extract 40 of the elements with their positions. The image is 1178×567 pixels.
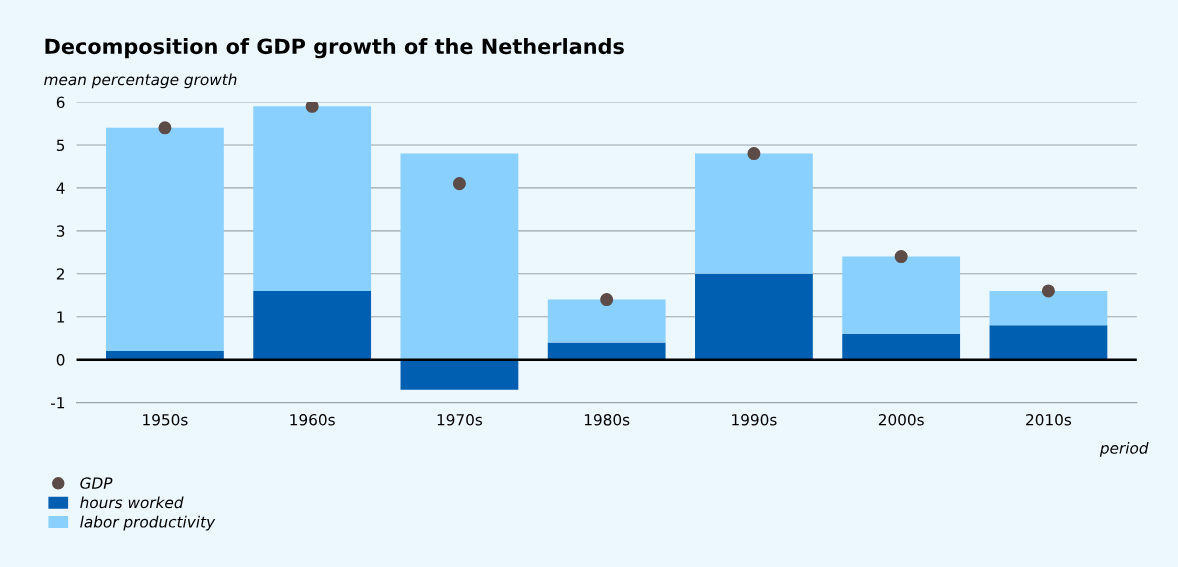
y-tick-label: 5 [56, 139, 65, 152]
bar [547, 299, 666, 343]
x-tick-label: 1980s [584, 413, 630, 426]
legend-label: labor productivity [80, 515, 216, 531]
y-tick-label: -1 [50, 397, 65, 409]
bar [842, 256, 961, 334]
bar [400, 359, 519, 390]
chart-title: Decomposition of GDP growth of the Netherlands [45, 38, 624, 59]
point [158, 121, 172, 135]
y-tick-label: 6 [56, 96, 65, 109]
x-tick-label: 1960s [290, 413, 335, 426]
x-tick-label: 1970s [437, 413, 483, 426]
x-axis-title: period [1099, 441, 1149, 457]
point [894, 250, 908, 264]
y-tick-label: 1 [57, 311, 65, 323]
y-tick-label: 4 [56, 182, 65, 194]
bar [695, 273, 813, 360]
legend-label: GDP [80, 477, 113, 489]
bar [106, 127, 224, 352]
x-tick-label: 1950s [143, 413, 188, 426]
point [600, 293, 614, 307]
y-tick-label: 3 [56, 225, 65, 237]
point [747, 147, 761, 161]
bar [400, 153, 519, 360]
bar [989, 290, 1108, 326]
bar [842, 333, 961, 360]
bar [253, 106, 372, 291]
bar [989, 325, 1108, 360]
x-tick-label: 1990s [732, 413, 777, 426]
point [1041, 284, 1055, 298]
bar [695, 153, 813, 274]
bar [253, 290, 372, 360]
point [452, 177, 466, 191]
y-tick-label: 0 [56, 354, 65, 366]
x-tick-label: 2010s [1026, 413, 1072, 426]
y-tick-label: 2 [56, 268, 64, 280]
x-tick-label: 2000s [878, 413, 924, 426]
legend-label: hours worked [80, 496, 184, 509]
point [305, 102, 319, 113]
y-axis-title: mean percentage growth [44, 73, 237, 89]
